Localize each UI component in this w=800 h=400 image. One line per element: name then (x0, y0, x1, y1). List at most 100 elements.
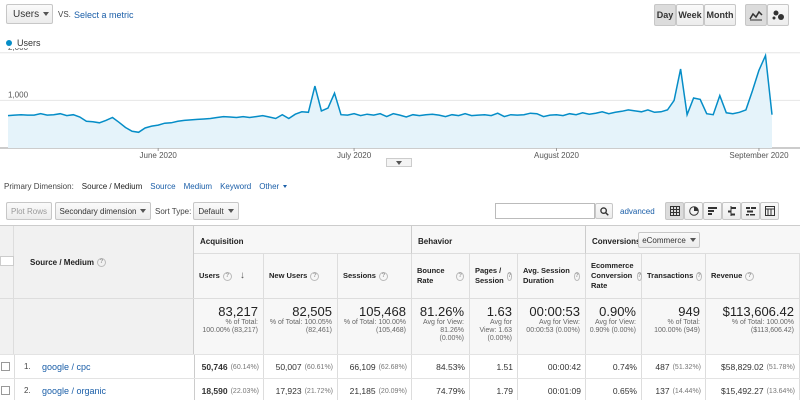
dimension-source-medium: Source / Medium (81, 182, 143, 191)
total-subtext: % of Total: 100.00% (83,217) (202, 319, 258, 334)
row-value: 50,007 (275, 362, 302, 372)
pie-view-button[interactable] (684, 202, 703, 220)
conversion-type-select[interactable]: eCommerce (638, 232, 700, 248)
pivot-icon (764, 206, 775, 216)
chevron-down-icon (140, 209, 147, 213)
pie-chart-icon (688, 206, 699, 216)
row-value: 1.79 (496, 386, 513, 396)
column-header-label: Sessions (343, 271, 376, 280)
chevron-down-icon (689, 238, 696, 242)
column-header-8[interactable]: Revenue? (706, 254, 800, 298)
row-percent: (51.32%) (672, 363, 701, 371)
select-metric-link[interactable]: Select a metric (74, 10, 134, 20)
row-value: 1.51 (496, 362, 513, 372)
column-header-label: Avg. Session Duration (523, 266, 570, 285)
select-all-checkbox[interactable] (0, 256, 14, 266)
vs-label: VS. (58, 10, 71, 19)
table-row: 2. google / organic 18,590 (22.03%) 17,923 (2… (0, 378, 800, 400)
metric-select[interactable]: Users (6, 4, 53, 24)
chart-collapse-handle[interactable] (386, 158, 412, 167)
month-button[interactable]: Month (704, 4, 736, 26)
column-header-label: Bounce Rate (417, 266, 445, 285)
total-value: $113,606.42 (722, 304, 794, 319)
row-value: 84.53% (436, 362, 465, 372)
comparison-view-button[interactable] (722, 202, 741, 220)
total-subtext: Avg for View: 81.26% (0.00%) (423, 319, 464, 342)
row-value: 17,923 (275, 386, 302, 396)
plot-rows-button[interactable]: Plot Rows (6, 202, 52, 220)
column-header-3[interactable]: Bounce Rate? (412, 254, 470, 298)
dimension-other[interactable]: Other (259, 182, 288, 191)
row-value: $58,829.02 (721, 362, 764, 372)
column-header-6[interactable]: Ecommerce Conversion Rate? (586, 254, 643, 298)
chart-legend: Users (6, 38, 41, 48)
total-subtext: % of Total: 100.00% (949) (654, 319, 700, 334)
column-header-0[interactable]: Users? ↓ (194, 254, 264, 298)
row-cell: 17,923 (21.72%) (264, 379, 338, 400)
row-checkbox[interactable] (1, 362, 10, 371)
row-percent: (13.64%) (766, 387, 795, 395)
search-button[interactable] (595, 203, 613, 219)
x-tick-label: September 2020 (729, 151, 789, 160)
row-cell: 18,590 (22.03%) (194, 379, 264, 400)
pivot-view-button[interactable] (760, 202, 779, 220)
sort-type-select[interactable]: Default (193, 202, 239, 220)
row-value: 0.74% (612, 362, 637, 372)
dimension-keyword[interactable]: Keyword (220, 182, 252, 191)
row-cell: $15,492.27 (13.64%) (706, 379, 800, 400)
column-divider (14, 355, 15, 379)
table-search-input[interactable] (495, 203, 595, 219)
help-icon: ? (222, 271, 232, 281)
row-source-medium-link[interactable]: google / organic (42, 386, 107, 396)
performance-view-button[interactable] (703, 202, 722, 220)
table-view-group (665, 202, 779, 220)
column-header-7[interactable]: Transactions? (642, 254, 706, 298)
secondary-dimension-select[interactable]: Secondary dimension (55, 202, 151, 220)
row-value: 18,590 (201, 386, 228, 396)
line-chart-button[interactable] (745, 4, 767, 26)
row-cell: 487 (51.32%) (642, 355, 706, 379)
advanced-link[interactable]: advanced (620, 207, 655, 216)
bar-chart-icon (707, 207, 717, 215)
dimension-source[interactable]: Source (150, 182, 176, 191)
column-header-4[interactable]: Pages / Session? (470, 254, 518, 298)
column-header-label: New Users (269, 271, 308, 280)
row-checkbox[interactable] (1, 386, 10, 395)
x-tick-label: August 2020 (534, 151, 579, 160)
row-percent: (60.14%) (230, 363, 259, 371)
help-icon: ? (636, 271, 643, 281)
day-button[interactable]: Day (654, 4, 676, 26)
motion-chart-button[interactable] (767, 4, 789, 26)
secondary-dimension-label: Secondary dimension (59, 206, 137, 216)
term-cloud-icon (745, 207, 756, 216)
column-header-1[interactable]: New Users? (264, 254, 338, 298)
week-button[interactable]: Week (676, 4, 704, 26)
search-icon (599, 206, 609, 216)
x-tick-label: June 2020 (140, 151, 178, 160)
row-percent: (51.78%) (766, 363, 795, 371)
total-value: 00:00:53 (529, 304, 580, 319)
totals-row (0, 298, 800, 354)
source-medium-header[interactable]: Source / Medium? (30, 258, 107, 268)
legend-dot-icon (6, 40, 12, 46)
chevron-down-icon (283, 185, 288, 189)
row-index: 2. (24, 386, 31, 395)
total-cell: 105,468% of Total: 100.00% (105,468) (338, 298, 412, 354)
chevron-down-icon (227, 209, 234, 213)
row-value: 21,185 (349, 386, 376, 396)
column-header-5[interactable]: Avg. Session Duration? (518, 254, 586, 298)
column-header-label: Users (199, 271, 220, 280)
help-icon: ? (696, 271, 702, 281)
column-header-2[interactable]: Sessions? (338, 254, 412, 298)
x-tick-label: July 2020 (337, 151, 372, 160)
dimension-medium[interactable]: Medium (183, 182, 213, 191)
total-cell: 81.26% Avg for View: 81.26% (0.00%) (412, 298, 470, 354)
row-cell: 00:01:09 (518, 379, 586, 400)
row-source-medium-link[interactable]: google / cpc (42, 362, 91, 372)
row-cell: 0.74% (586, 355, 642, 379)
total-cell: 00:00:53 Avg for View: 00:00:53 (0.00%) (518, 298, 586, 354)
row-cell: 50,746 (60.14%) (194, 355, 264, 379)
data-view-button[interactable] (665, 202, 684, 220)
term-cloud-view-button[interactable] (741, 202, 760, 220)
